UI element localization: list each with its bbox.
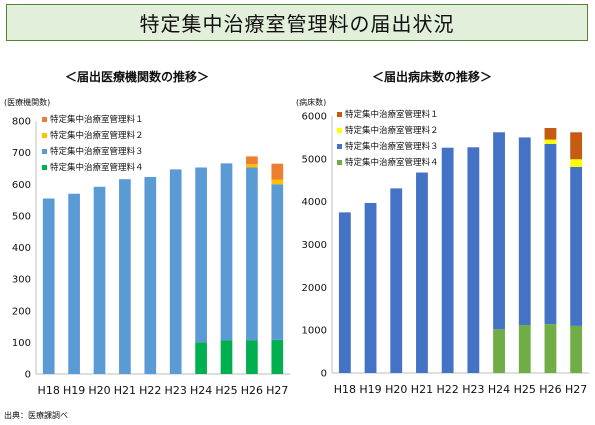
legend-label: 特定集中治療室管理料１ (345, 109, 439, 120)
y-tick-label: 800 (12, 117, 31, 128)
bar-segment (195, 167, 207, 343)
bar-segment (220, 163, 233, 341)
x-tick-label: H20 (88, 384, 110, 397)
bar-segment (271, 184, 284, 340)
bar-segment (364, 202, 377, 373)
y-tick-label: 6000 (302, 112, 327, 123)
y-tick-label: 200 (12, 306, 31, 317)
y-tick-label: 700 (12, 148, 31, 159)
bar-segment (220, 340, 233, 374)
bar-segment (493, 329, 505, 373)
x-tick-label: H18 (334, 383, 356, 396)
y-tick-label: 4000 (302, 197, 327, 208)
bar-segment (518, 325, 531, 373)
x-tick-label: H23 (165, 384, 187, 397)
bar-segment (544, 127, 557, 140)
y-tick-label: 1000 (302, 326, 327, 337)
x-tick-label: H27 (565, 383, 587, 396)
bar-segment (246, 167, 258, 341)
y-tick-label: 5000 (302, 154, 327, 165)
bar-segment (467, 147, 480, 373)
x-tick-label: H22 (139, 384, 161, 397)
bar-segment (42, 198, 55, 374)
y-unit-label-beds: (病床数) (296, 98, 327, 107)
chart-title-institutions: ＜届出医療機関数の推移＞ (65, 70, 210, 84)
x-tick-label: H24 (190, 384, 212, 397)
y-tick-label: 300 (12, 275, 31, 286)
y-tick-label: 0 (25, 370, 31, 381)
y-unit-label-institutions: (医療機関数) (4, 98, 51, 107)
legend-swatch (42, 133, 47, 138)
source-note: 出典：医療課調べ (4, 411, 68, 420)
legend-swatch (337, 128, 342, 133)
legend-swatch (337, 160, 342, 165)
page-title: 特定集中治療室管理料の届出状況 (6, 4, 588, 41)
bar-segment (195, 342, 207, 374)
legend-label: 特定集中治療室管理料２ (345, 125, 439, 136)
y-tick-label: 0 (321, 369, 327, 380)
bar-segment (390, 188, 403, 373)
x-tick-label: H21 (411, 383, 433, 396)
bar-segment (570, 325, 583, 373)
bar-segment (570, 166, 583, 326)
x-tick-label: H18 (38, 384, 60, 397)
x-tick-label: H20 (385, 383, 407, 396)
bar-segment (544, 143, 557, 325)
x-tick-label: H22 (437, 383, 459, 396)
y-tick-label: 100 (12, 338, 31, 349)
x-tick-label: H23 (462, 383, 484, 396)
bar-segment (68, 193, 80, 374)
bar-segment (570, 132, 583, 160)
legend-label: 特定集中治療室管理料２ (50, 130, 144, 141)
bar-segment (441, 147, 454, 373)
x-tick-label: H19 (359, 383, 381, 396)
bar-segment (93, 186, 106, 374)
x-tick-label: H19 (63, 384, 85, 397)
bar-segment (119, 179, 131, 374)
bar-segment (416, 172, 428, 373)
bar-segment (338, 212, 351, 373)
bar-segment (246, 156, 258, 165)
bar-segment (169, 169, 182, 374)
x-tick-label: H21 (114, 384, 136, 397)
bar-segment (544, 324, 557, 373)
legend-label: 特定集中治療室管理料３ (345, 141, 439, 152)
y-tick-label: 2000 (302, 283, 327, 294)
legend-label: 特定集中治療室管理料４ (50, 162, 144, 173)
bar-segment (271, 179, 284, 185)
x-tick-label: H25 (514, 383, 536, 396)
x-tick-label: H25 (215, 384, 237, 397)
bar-segment (246, 164, 258, 168)
y-tick-label: 3000 (302, 240, 327, 251)
legend-label: 特定集中治療室管理料１ (50, 114, 144, 125)
chart-title-beds: ＜届出病床数の推移＞ (372, 70, 493, 84)
bar-segment (144, 176, 157, 374)
x-tick-label: H27 (266, 384, 288, 397)
y-tick-label: 500 (12, 211, 31, 222)
legend-label: 特定集中治療室管理料４ (345, 157, 439, 168)
legend-swatch (42, 149, 47, 154)
legend-label: 特定集中治療室管理料３ (50, 146, 144, 157)
bar-segment (518, 137, 531, 326)
bar-segment (570, 159, 583, 167)
bar-segment (544, 139, 557, 144)
bar-segment (493, 132, 505, 330)
y-tick-label: 400 (12, 243, 31, 254)
x-tick-label: H26 (539, 383, 561, 396)
bar-segment (271, 163, 284, 180)
bar-segment (271, 339, 284, 374)
legend-swatch (42, 165, 47, 170)
legend-swatch (337, 144, 342, 149)
x-tick-label: H26 (241, 384, 263, 397)
x-tick-label: H24 (488, 383, 510, 396)
legend-swatch (337, 112, 342, 117)
legend-swatch (42, 117, 47, 122)
y-tick-label: 600 (12, 180, 31, 191)
bar-segment (246, 340, 258, 374)
